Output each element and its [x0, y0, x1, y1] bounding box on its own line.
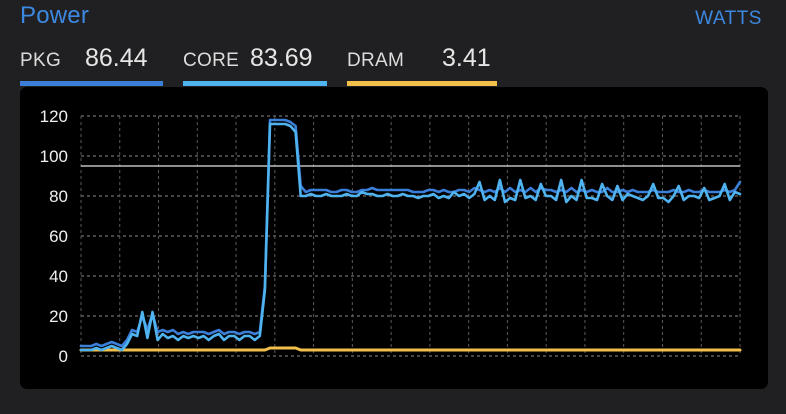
legend-pkg: PKG 86.44 — [20, 40, 163, 86]
legend-dram: DRAM 3.41 — [347, 40, 497, 86]
legend-pkg-value: 86.44 — [85, 44, 148, 72]
tick-label-y-120: 120 — [40, 107, 68, 126]
tick-label-y-20: 20 — [49, 307, 68, 326]
units-label: WATTS — [695, 8, 762, 29]
legend-dram-swatch — [347, 81, 497, 86]
legend-core-value: 83.69 — [250, 44, 313, 72]
power-chart-svg: 0 20 40 60 80 100 120 — [40, 107, 742, 366]
legend-core: CORE 83.69 — [183, 40, 327, 86]
tick-label-y-40: 40 — [49, 267, 68, 286]
tick-label-y-80: 80 — [49, 187, 68, 206]
panel-title: Power — [20, 2, 90, 29]
power-chart: 0 20 40 60 80 100 120 — [20, 87, 768, 389]
series-line-core — [79, 122, 742, 352]
tick-label-y-100: 100 — [40, 147, 68, 166]
legend-pkg-label: PKG — [20, 50, 62, 71]
legend-dram-value: 3.41 — [442, 44, 491, 72]
tick-label-y-0: 0 — [59, 347, 68, 366]
legend-core-label: CORE — [183, 50, 240, 71]
legend-core-swatch — [183, 81, 327, 86]
legend-dram-label: DRAM — [347, 50, 405, 71]
legend-pkg-swatch — [20, 81, 163, 86]
tick-label-y-60: 60 — [49, 227, 68, 246]
series-line-pkg — [79, 118, 742, 348]
series-line-dram — [79, 346, 742, 352]
